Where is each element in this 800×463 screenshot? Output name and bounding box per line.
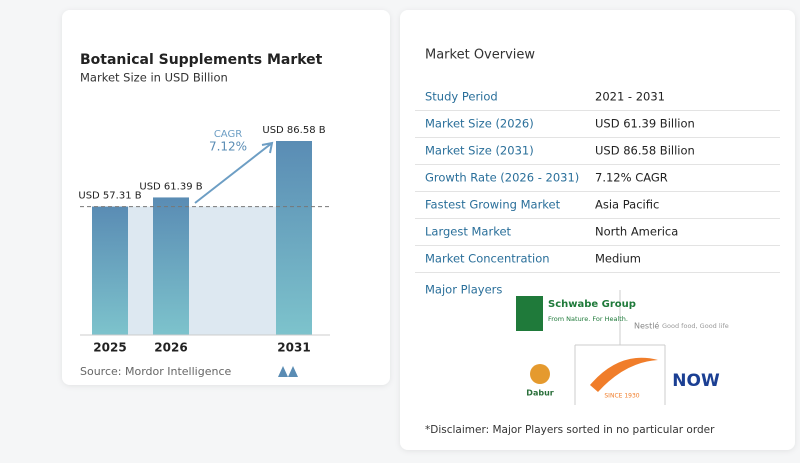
overview-card <box>400 10 795 450</box>
x-tick-label: 2026 <box>154 341 187 355</box>
logo-text: Nestlé <box>634 321 659 331</box>
bar <box>276 141 312 335</box>
row-value: Asia Pacific <box>595 198 659 212</box>
source: Source: Mordor Intelligence <box>80 365 231 378</box>
overview-title: Market Overview <box>425 48 535 63</box>
logo-grid <box>574 290 666 405</box>
orange-logo <box>590 357 658 392</box>
chart-subtitle: Market Size in USD Billion <box>80 71 228 85</box>
row-label: Fastest Growing Market <box>425 198 561 212</box>
players-title: Major Players <box>425 283 502 297</box>
value-label: USD 61.39 B <box>139 181 202 192</box>
bar <box>92 206 128 335</box>
row-label: Growth Rate (2026 - 2031) <box>425 171 579 185</box>
logo-text: From Nature. For Health. <box>548 315 628 323</box>
row-value: 2021 - 2031 <box>595 90 665 104</box>
row-value: North America <box>595 225 678 239</box>
value-label: USD 86.58 B <box>262 125 325 136</box>
bar <box>153 197 189 335</box>
x-tick-label: 2025 <box>93 341 126 355</box>
x-tick-label: 2031 <box>277 341 310 355</box>
logo-text: Schwabe Group <box>548 299 636 310</box>
row-value: Medium <box>595 252 641 266</box>
row-label: Market Size (2026) <box>425 117 534 131</box>
value-label: USD 57.31 B <box>78 191 141 202</box>
cagr-label: CAGR <box>214 129 242 140</box>
row-label: Study Period <box>425 90 498 104</box>
row-label: Market Concentration <box>425 252 550 266</box>
row-value: 7.12% CAGR <box>595 171 668 185</box>
chart-title: Botanical Supplements Market <box>80 52 323 68</box>
brand-icon <box>278 366 298 377</box>
row-label: Market Size (2031) <box>425 144 534 158</box>
row-value: USD 86.58 Billion <box>595 144 695 158</box>
cagr-value: 7.12% <box>209 140 247 154</box>
logo-text: Good food, Good life <box>662 322 729 330</box>
logo-text: SINCE 1930 <box>604 393 639 400</box>
schwabe-icon <box>516 296 543 331</box>
disclaimer: *Disclaimer: Major Players sorted in no … <box>425 424 715 436</box>
row-value: USD 61.39 Billion <box>595 117 695 131</box>
logo-text: Dabur <box>526 389 553 398</box>
logo-text: NOW <box>672 371 720 391</box>
dabur-icon <box>530 364 550 384</box>
shaded-region <box>92 206 312 335</box>
row-label: Largest Market <box>425 225 512 239</box>
cagr-arrow <box>194 141 274 204</box>
